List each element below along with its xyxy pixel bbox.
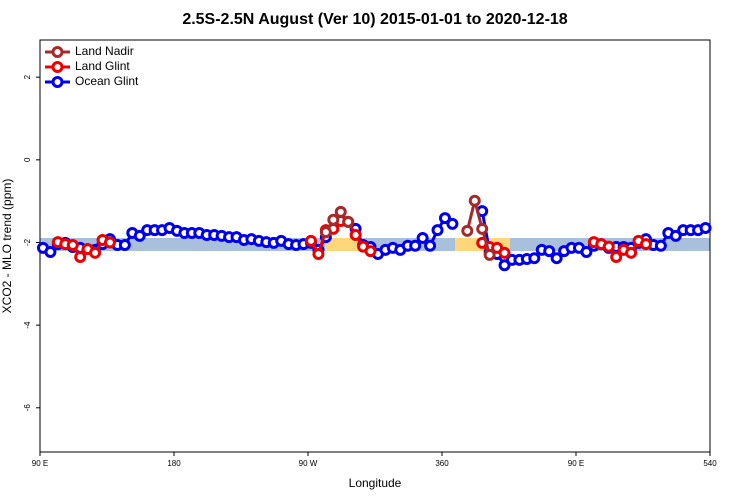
data-point	[304, 234, 317, 247]
data-point	[66, 238, 79, 251]
land-band	[325, 238, 360, 251]
data-point	[74, 250, 87, 263]
data-point	[550, 252, 563, 265]
x-tick-label: 90 E	[568, 459, 584, 468]
data-point	[543, 245, 556, 258]
data-point	[319, 226, 332, 239]
data-point	[639, 238, 652, 251]
legend-label: Land Nadir	[75, 44, 134, 58]
data-point	[602, 240, 615, 253]
data-point	[89, 246, 102, 259]
data-point	[468, 194, 481, 207]
data-point	[312, 248, 325, 261]
legend-marker	[51, 76, 64, 88]
data-point	[103, 236, 116, 249]
data-point	[461, 224, 474, 237]
y-tick-label: -4	[23, 321, 32, 329]
data-point	[580, 245, 593, 258]
data-point	[327, 213, 340, 226]
data-point	[424, 239, 437, 252]
data-point	[416, 231, 429, 244]
data-point	[431, 224, 444, 237]
y-tick-label: 2	[23, 74, 32, 79]
data-point	[498, 246, 511, 259]
series-line	[465, 200, 492, 256]
data-point	[118, 238, 131, 251]
x-tick-label: 540	[703, 459, 717, 468]
data-point	[610, 250, 623, 263]
data-point	[528, 252, 541, 265]
data-point	[342, 215, 355, 228]
data-point	[349, 229, 362, 242]
data-point	[133, 229, 146, 242]
data-point	[699, 222, 712, 235]
chart-title: 2.5S-2.5N August (Ver 10) 2015-01-01 to …	[182, 11, 567, 28]
x-tick-label: 360	[435, 459, 449, 468]
data-point	[483, 248, 496, 261]
data-point	[334, 205, 347, 218]
y-tick-label: -6	[23, 404, 32, 412]
data-point	[409, 239, 422, 252]
data-point	[438, 212, 451, 225]
legend-marker	[51, 61, 64, 73]
legend-marker	[51, 46, 64, 58]
y-tick-label: -2	[23, 238, 32, 246]
data-point	[446, 217, 459, 230]
data-point	[654, 239, 667, 252]
data-point	[669, 229, 682, 242]
y-tick-label: 0	[23, 157, 32, 162]
x-tick-label: 90 W	[299, 459, 318, 468]
x-tick-label: 90 E	[32, 459, 48, 468]
legend-label: Ocean Glint	[75, 74, 139, 88]
x-tick-label: 180	[167, 459, 181, 468]
data-point	[625, 246, 638, 259]
data-point	[364, 245, 377, 258]
legend-label: Land Glint	[75, 59, 130, 73]
x-axis-label: Longitude	[349, 476, 402, 490]
data-point	[498, 259, 511, 272]
y-axis-label: XCO2 - MLO trend (ppm)	[0, 179, 14, 314]
data-point	[44, 245, 57, 258]
data-point	[476, 222, 489, 235]
